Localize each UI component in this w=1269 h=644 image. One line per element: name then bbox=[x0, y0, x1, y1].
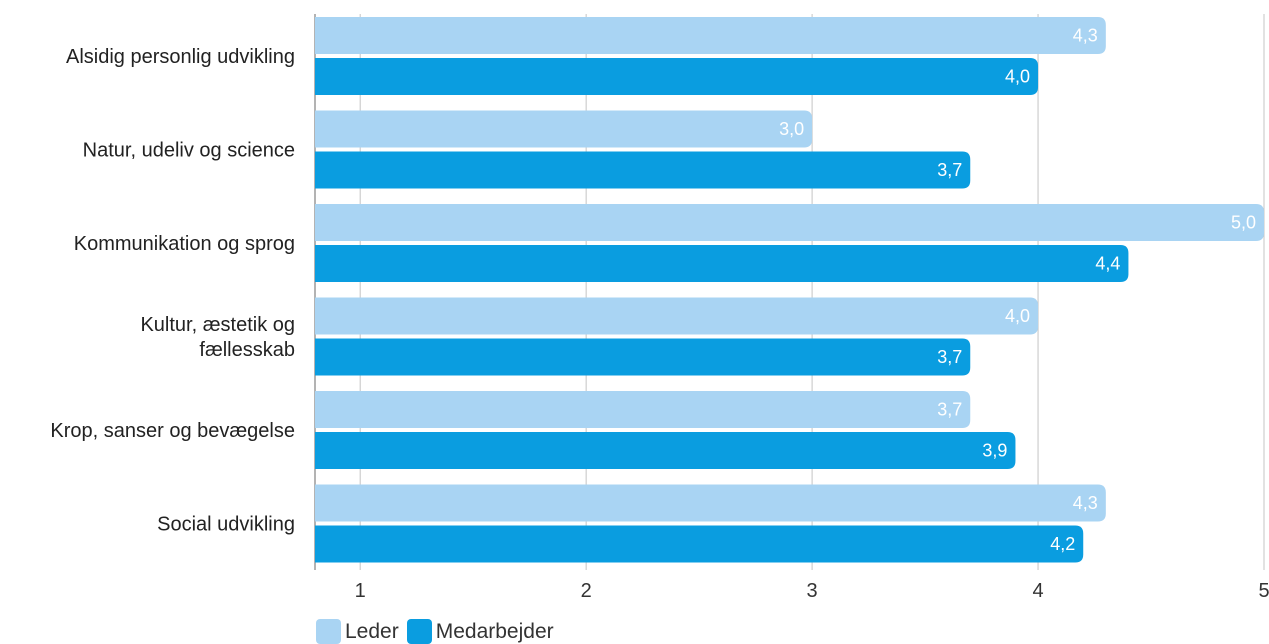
category-label: Alsidig personlig udvikling bbox=[66, 46, 295, 68]
category-label: Kultur, æstetik og fællesskab bbox=[140, 314, 295, 361]
data-label: 4,3 bbox=[1073, 493, 1098, 513]
x-tick-label: 1 bbox=[355, 580, 366, 602]
legend: Leder Medarbejder bbox=[316, 619, 562, 644]
data-label: 4,3 bbox=[1073, 26, 1098, 46]
legend-label-medarbejder: Medarbejder bbox=[435, 619, 554, 643]
data-label: 3,9 bbox=[982, 441, 1007, 461]
gridlines bbox=[314, 14, 1265, 570]
data-label: 3,7 bbox=[937, 160, 962, 180]
category-label: Natur, udeliv og science bbox=[83, 140, 295, 162]
legend-label-leder: Leder bbox=[345, 619, 399, 643]
category-label: Social udvikling bbox=[157, 514, 295, 536]
category-label: Kommunikation og sprog bbox=[74, 233, 295, 255]
legend-swatch-medarbejder bbox=[406, 619, 432, 644]
data-label: 3,0 bbox=[779, 119, 804, 139]
bar-medarbejder bbox=[315, 151, 971, 189]
bar-medarbejder bbox=[315, 432, 1016, 469]
bar-leder bbox=[315, 110, 813, 148]
bar-medarbejder bbox=[315, 245, 1129, 282]
bar-medarbejder bbox=[315, 58, 1039, 95]
data-label: 4,0 bbox=[1005, 306, 1030, 326]
category-label: Krop, sanser og bevægelse bbox=[50, 420, 295, 442]
x-tick-label: 5 bbox=[1258, 580, 1269, 602]
legend-item-medarbejder: Medarbejder bbox=[406, 619, 554, 644]
data-label: 4,2 bbox=[1050, 534, 1075, 554]
data-label: 4,0 bbox=[1005, 67, 1030, 87]
x-tick-label: 4 bbox=[1032, 580, 1043, 602]
bar-leder bbox=[315, 204, 1264, 241]
legend-swatch-leder bbox=[316, 619, 341, 644]
bar-medarbejder bbox=[315, 525, 1084, 563]
data-label: 5,0 bbox=[1231, 213, 1256, 233]
bar-leder bbox=[315, 17, 1106, 54]
x-axis-ticks: 1 2 3 4 5 bbox=[355, 580, 1269, 602]
x-tick-label: 3 bbox=[807, 580, 818, 602]
x-tick-label: 2 bbox=[581, 580, 592, 602]
bar-leder bbox=[315, 391, 971, 428]
bar-medarbejder bbox=[315, 338, 971, 376]
bar-leder bbox=[315, 297, 1039, 335]
bar-leder bbox=[315, 484, 1106, 522]
data-label: 3,7 bbox=[937, 347, 962, 367]
data-label: 3,7 bbox=[937, 400, 962, 420]
bars: 4,3 4,0 3,0 3,7 5,0 4,4 4,0 3,7 3,7 3,9 4,3 4,2 bbox=[315, 17, 1264, 563]
legend-item-leder: Leder bbox=[316, 619, 399, 644]
category-labels: Alsidig personlig udvikling Natur, udeliv… bbox=[50, 46, 295, 536]
data-label: 4,4 bbox=[1095, 254, 1120, 274]
